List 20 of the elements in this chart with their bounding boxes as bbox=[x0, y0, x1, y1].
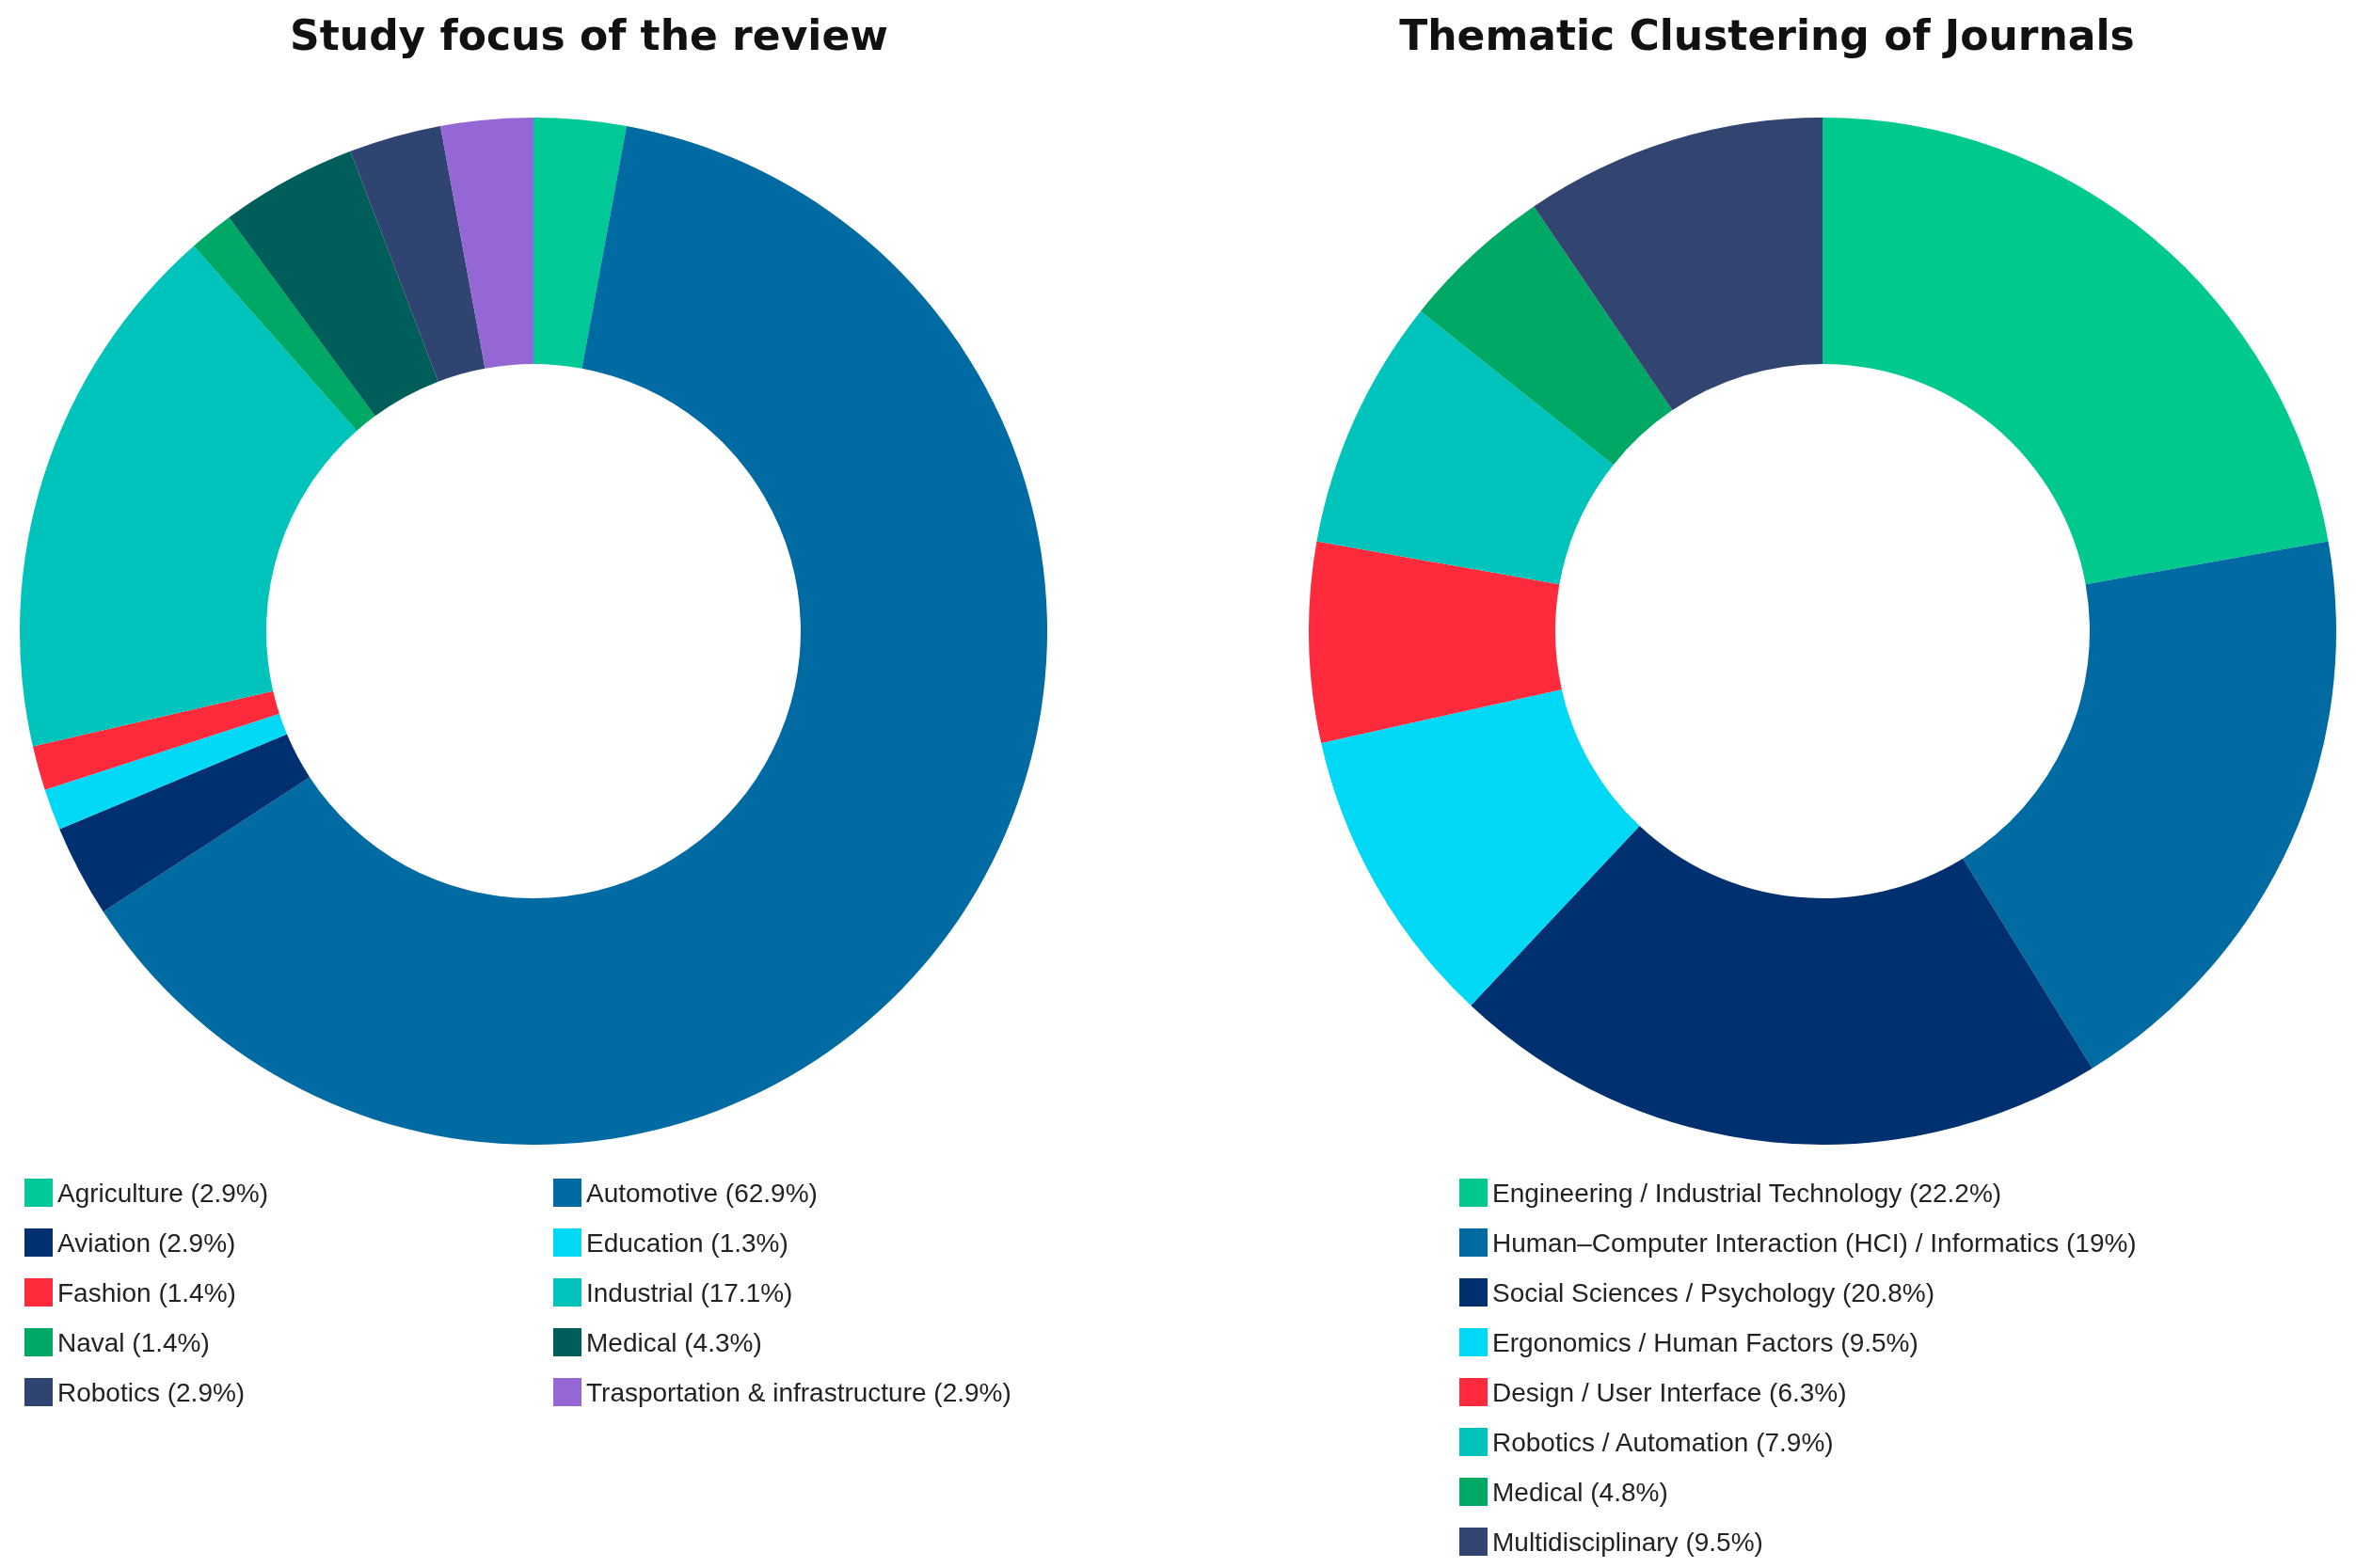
legend-label: Education (1.3%) bbox=[586, 1227, 788, 1258]
chart-title: Thematic Clustering of Journals bbox=[1399, 10, 2135, 59]
legend-label: Ergonomics / Human Factors (9.5%) bbox=[1492, 1327, 1918, 1357]
legend-label: Naval (1.4%) bbox=[57, 1327, 210, 1357]
legend-label: Social Sciences / Psychology (20.8%) bbox=[1492, 1277, 1934, 1307]
legend-label: Medical (4.8%) bbox=[1492, 1477, 1668, 1507]
legend-label: Medical (4.3%) bbox=[586, 1327, 762, 1357]
legend-label: Agriculture (2.9%) bbox=[57, 1178, 269, 1208]
legend-label: Multidisciplinary (9.5%) bbox=[1492, 1527, 1763, 1557]
legend-label: Aviation (2.9%) bbox=[57, 1227, 236, 1258]
legend-label: Fashion (1.4%) bbox=[57, 1277, 236, 1307]
legend-label: Robotics (2.9%) bbox=[57, 1377, 246, 1407]
chart-title: Study focus of the review bbox=[290, 10, 888, 59]
legend-label: Robotics / Automation (7.9%) bbox=[1492, 1427, 1834, 1457]
legend-label: Industrial (17.1%) bbox=[586, 1277, 793, 1307]
legend-label: Human–Computer Interaction (HCI) / Informatics (19%) bbox=[1492, 1227, 2137, 1258]
legend-label: Automotive (62.9%) bbox=[586, 1178, 818, 1208]
legend-label: Trasportation & infrastructure (2.9%) bbox=[586, 1377, 1011, 1407]
legend-label: Engineering / Industrial Technology (22.2%) bbox=[1492, 1178, 2002, 1208]
legend-label: Design / User Interface (6.3%) bbox=[1492, 1377, 1847, 1407]
